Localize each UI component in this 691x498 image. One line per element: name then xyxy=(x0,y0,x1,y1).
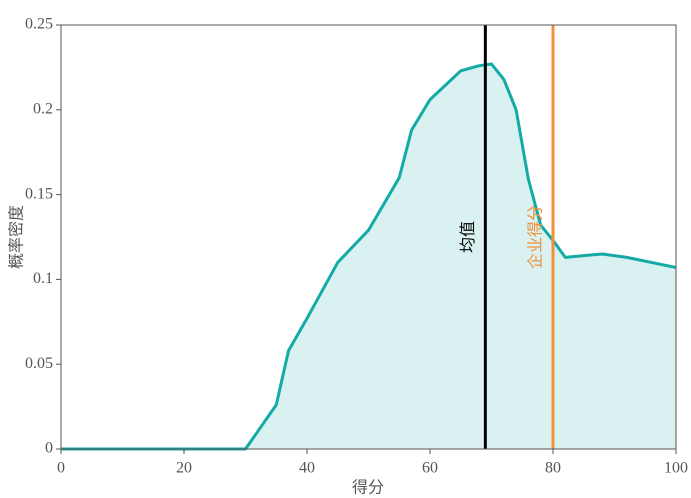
x-tick-label: 20 xyxy=(176,460,192,477)
y-tick-label: 0.05 xyxy=(25,355,53,372)
y-tick-label: 0.2 xyxy=(33,100,53,117)
y-tick-label: 0.25 xyxy=(25,16,53,33)
x-tick-label: 100 xyxy=(664,460,688,477)
plot-frame xyxy=(60,24,677,450)
x-axis-label: 得分 xyxy=(352,479,384,497)
vertical-line-label: 企业得分 xyxy=(527,205,545,269)
x-tick-label: 60 xyxy=(422,460,438,477)
vertical-line-label: 均值 xyxy=(459,221,477,253)
area-fill xyxy=(61,64,676,450)
y-tick-label: 0.15 xyxy=(25,185,53,202)
x-tick-label: 40 xyxy=(299,460,315,477)
y-axis-label: 概率密度 xyxy=(8,205,26,269)
x-tick-label: 0 xyxy=(57,460,65,477)
y-tick-label: 0 xyxy=(45,440,53,457)
y-tick-label: 0.1 xyxy=(33,270,53,287)
x-tick-label: 80 xyxy=(545,460,561,477)
